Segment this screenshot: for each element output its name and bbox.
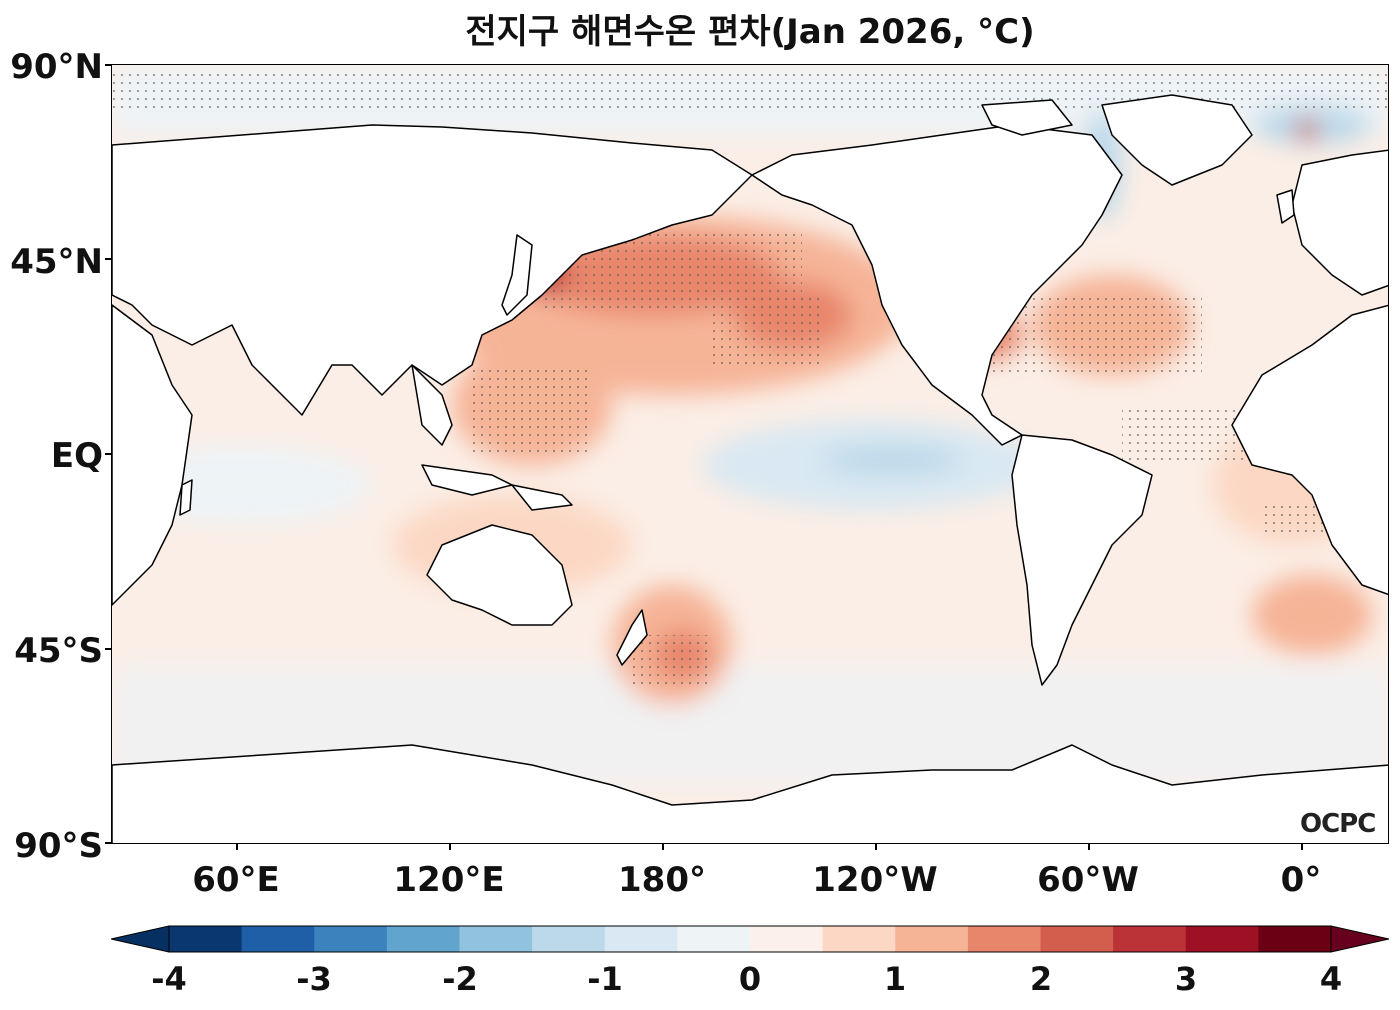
greenland — [1101, 94, 1253, 186]
indochina — [411, 364, 453, 446]
africa-west — [1231, 304, 1388, 596]
colorbar-tick-label: 1 — [883, 960, 907, 998]
colorbar-tick-label: 0 — [738, 960, 762, 998]
antarctica — [112, 744, 1388, 843]
eurasia — [112, 124, 753, 416]
colorbar-outline — [168, 925, 1332, 953]
colorbar-tick-label: 4 — [1319, 960, 1343, 998]
colorbar-tick-label: 2 — [1029, 960, 1053, 998]
colorbar-segment — [314, 926, 388, 952]
lon-label-120w: 120°W — [812, 860, 938, 900]
continents — [112, 94, 1388, 843]
lat-tick — [105, 453, 111, 455]
arctic-islands — [981, 99, 1073, 136]
lat-tick — [105, 842, 111, 844]
colorbar-segment — [1040, 926, 1114, 952]
japan — [501, 234, 533, 316]
colorbar-segment — [1258, 926, 1332, 952]
colorbar-segment — [1113, 926, 1187, 952]
africa-east — [112, 304, 193, 606]
map-title: 전지구 해면수온 편차(Jan 2026, °C) — [465, 12, 1035, 52]
colorbar-tick-label: -4 — [151, 960, 187, 998]
lon-tick — [875, 844, 877, 850]
colorbar-extend-high — [1330, 925, 1389, 953]
colorbar-segment — [967, 926, 1041, 952]
lat-tick — [105, 258, 111, 260]
colorbar-tick-label: 3 — [1174, 960, 1198, 998]
britain — [1276, 189, 1295, 224]
lat-label-eq: EQ — [50, 436, 103, 476]
colorbar — [111, 925, 1389, 953]
new-guinea — [511, 484, 573, 511]
lat-label-45s: 45°S — [14, 631, 103, 671]
new-zealand — [616, 609, 648, 666]
lat-tick — [105, 64, 111, 66]
colorbar-segment — [822, 926, 896, 952]
lon-tick — [449, 844, 451, 850]
colorbar-segment — [750, 926, 824, 952]
lat-label-45n: 45°N — [10, 242, 103, 282]
indonesia — [421, 464, 513, 496]
lon-label-0: 0° — [1280, 860, 1322, 900]
colorbar-tick-label: -2 — [442, 960, 478, 998]
australia — [426, 524, 573, 626]
europe — [1291, 149, 1388, 296]
colorbar-segment — [604, 926, 678, 952]
colorbar-tick-label: -1 — [587, 960, 623, 998]
south-america — [1011, 434, 1153, 686]
colorbar-segment — [895, 926, 969, 952]
lat-label-90s: 90°S — [14, 826, 103, 866]
sst-anomaly-map: OCPC — [111, 64, 1389, 844]
colorbar-segment — [459, 926, 533, 952]
colorbar-segment — [169, 926, 243, 952]
colorbar-segment — [241, 926, 315, 952]
colorbar-segment — [1185, 926, 1259, 952]
lon-tick — [236, 844, 238, 850]
lat-tick — [105, 648, 111, 650]
lon-label-120e: 120°E — [393, 860, 505, 900]
lon-tick — [662, 844, 664, 850]
colorbar-segment — [386, 926, 460, 952]
map-canvas — [112, 65, 1388, 843]
lon-label-60w: 60°W — [1037, 860, 1139, 900]
colorbar-tick-label: -3 — [296, 960, 332, 998]
colorbar-segment — [677, 926, 751, 952]
ocpc-logo: OCPC — [1300, 809, 1376, 839]
lon-label-180: 180° — [618, 860, 706, 900]
colorbar-extend-low — [111, 925, 170, 953]
lon-tick — [1301, 844, 1303, 850]
madagascar — [179, 479, 193, 516]
lat-label-90n: 90°N — [10, 47, 103, 87]
lon-label-60e: 60°E — [192, 860, 280, 900]
colorbar-segment — [532, 926, 606, 952]
lon-tick — [1088, 844, 1090, 850]
